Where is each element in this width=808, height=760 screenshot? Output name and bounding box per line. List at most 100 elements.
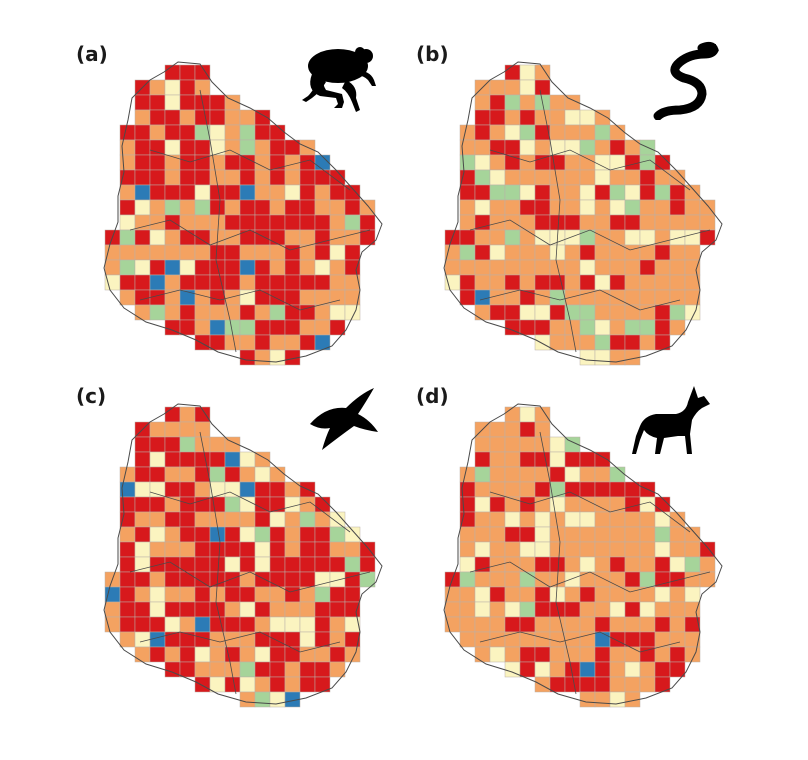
grid-cell	[254, 244, 271, 261]
grid-cell	[459, 466, 476, 483]
grid-cell	[594, 154, 611, 171]
grid-cell	[594, 616, 611, 633]
grid-cell	[624, 199, 641, 216]
grid-cell	[534, 556, 551, 573]
grid-cell	[654, 319, 671, 336]
grid-cell	[299, 229, 316, 246]
grid-cell	[504, 601, 521, 618]
grid-cell	[149, 214, 166, 231]
grid-cell	[504, 616, 521, 633]
grid-cell	[579, 571, 596, 588]
grid-cell	[594, 304, 611, 321]
grid-cell	[489, 556, 506, 573]
grid-cell	[579, 481, 596, 498]
grid-cell	[209, 466, 226, 483]
grid-cell	[284, 676, 301, 693]
grid-cell	[284, 556, 301, 573]
grid-cell	[459, 229, 476, 246]
grid-cell	[564, 586, 581, 603]
grid-cell	[194, 421, 211, 438]
grid-cell	[564, 496, 581, 513]
canid-icon	[632, 386, 710, 454]
grid-cell	[239, 541, 256, 558]
grid-cell	[489, 124, 506, 141]
grid-cell	[194, 244, 211, 261]
grid-cell	[519, 586, 536, 603]
grid-cell	[299, 289, 316, 306]
grid-cell	[134, 199, 151, 216]
grid-cell	[254, 184, 271, 201]
grid-cell	[269, 466, 286, 483]
grid-cell	[314, 541, 331, 558]
grid-cell	[504, 304, 521, 321]
choropleth-map	[443, 403, 723, 708]
grid-cell	[564, 571, 581, 588]
grid-cell	[269, 631, 286, 648]
grid-cell	[224, 616, 241, 633]
grid-cell	[134, 526, 151, 543]
grid-cell	[194, 556, 211, 573]
grid-cell	[474, 199, 491, 216]
grid-cell	[549, 436, 566, 453]
grid-cell	[459, 526, 476, 543]
grid-cell	[149, 556, 166, 573]
grid-cell	[459, 571, 476, 588]
grid-cell	[119, 199, 136, 216]
grid-cell	[609, 646, 626, 663]
grid-cell	[504, 646, 521, 663]
grid-cell	[504, 229, 521, 246]
grid-cell	[224, 511, 241, 528]
grid-cell	[239, 586, 256, 603]
grid-cell	[164, 139, 181, 156]
grid-cell	[489, 229, 506, 246]
grid-cell	[534, 109, 551, 126]
grid-cell	[579, 109, 596, 126]
grid-cell	[224, 199, 241, 216]
grid-cell	[444, 601, 461, 618]
grid-cell	[299, 661, 316, 678]
grid-cell	[164, 496, 181, 513]
grid-cell	[224, 526, 241, 543]
grid-cell	[179, 184, 196, 201]
grid-cell	[119, 466, 136, 483]
grid-cell	[254, 601, 271, 618]
grid-cell	[329, 586, 346, 603]
grid-cell	[329, 526, 346, 543]
grid-cell	[624, 541, 641, 558]
grid-cell	[239, 556, 256, 573]
grid-cell	[284, 319, 301, 336]
grid-cell	[519, 319, 536, 336]
grid-cell	[444, 259, 461, 276]
grid-cell	[254, 631, 271, 648]
grid-cell	[534, 601, 551, 618]
grid-cell	[224, 631, 241, 648]
grid-cell	[534, 496, 551, 513]
grid-cell	[579, 244, 596, 261]
department-boundary	[139, 289, 341, 311]
grid-cell	[504, 466, 521, 483]
grid-cell	[474, 451, 491, 468]
grid-cell	[579, 541, 596, 558]
grid-cell	[164, 94, 181, 111]
grid-cell	[549, 154, 566, 171]
grid-cell	[639, 319, 656, 336]
grid-cell	[239, 289, 256, 306]
grid-cell	[179, 511, 196, 528]
grid-cell	[239, 691, 256, 708]
grid-cell	[209, 289, 226, 306]
grid-cell	[519, 244, 536, 261]
grid-cell	[669, 244, 686, 261]
grid-cell	[564, 259, 581, 276]
grid-cell	[194, 586, 211, 603]
grid-cell	[239, 466, 256, 483]
grid-cell	[639, 676, 656, 693]
grid-cell	[254, 511, 271, 528]
grid-cell	[134, 466, 151, 483]
grid-cell	[579, 616, 596, 633]
grid-cell	[119, 259, 136, 276]
grid-cell	[239, 601, 256, 618]
grid-cell	[224, 109, 241, 126]
grid-cell	[329, 616, 346, 633]
panel-b: (b)	[404, 0, 808, 380]
grid-cell	[164, 274, 181, 291]
